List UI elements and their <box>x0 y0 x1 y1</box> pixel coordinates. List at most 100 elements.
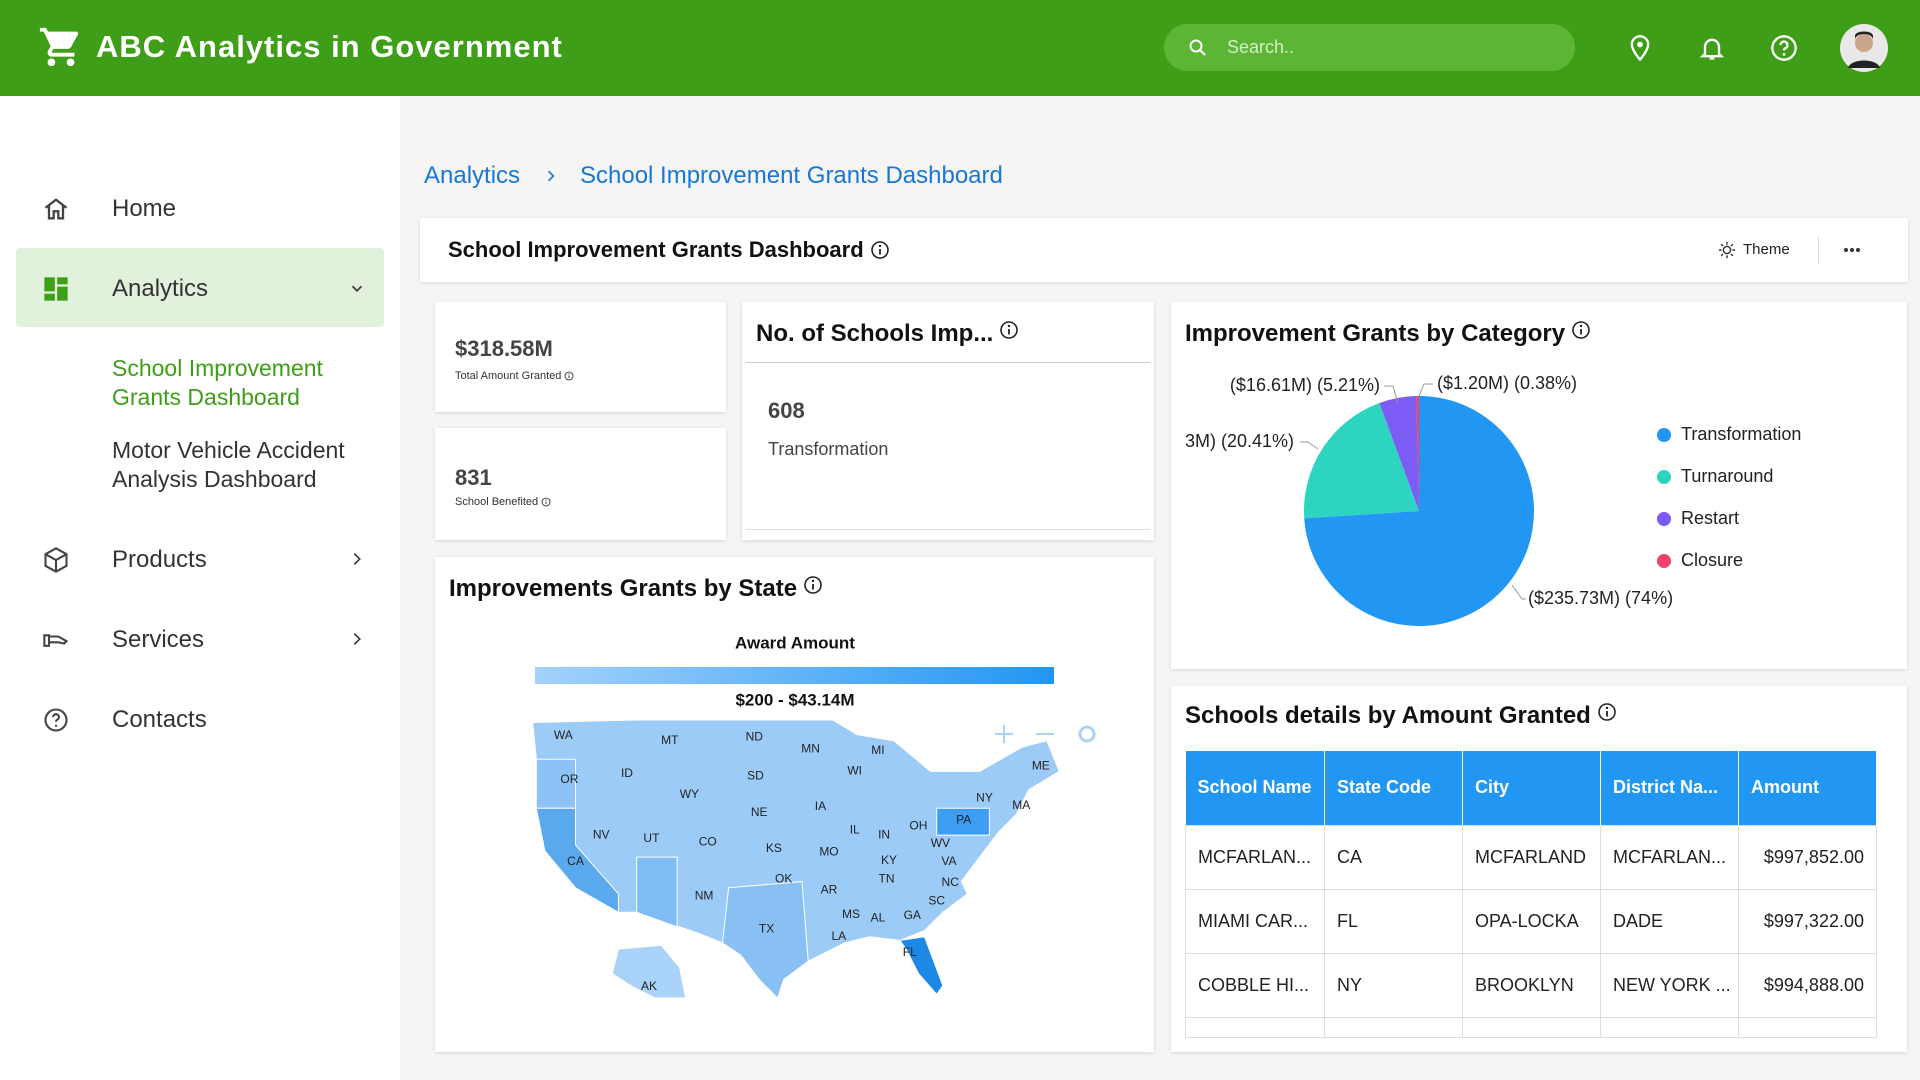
column-header: Amount <box>1738 751 1877 825</box>
state-label: PA <box>956 813 971 827</box>
state-label: WI <box>847 764 862 778</box>
data-label: 3M) (20.41%) <box>1185 431 1294 451</box>
home-icon <box>44 198 68 220</box>
state-label: TN <box>879 871 895 885</box>
state-shape <box>936 807 990 836</box>
avatar[interactable] <box>1840 24 1888 72</box>
column-header: City <box>1462 751 1601 825</box>
legend-marker <box>1657 512 1671 526</box>
nav-sub-item[interactable]: School Improvement Grants Dashboard <box>112 355 323 410</box>
dashboard-title-row: School Improvement Grants Dashboard <box>448 237 890 263</box>
leader-line <box>1511 584 1526 600</box>
range-label: $200 - $43.14M <box>735 690 854 709</box>
kpi-label: Total Amount Granted <box>455 370 562 382</box>
state-label: AK <box>641 979 657 993</box>
table-cell: MCFARLAND <box>1462 824 1601 890</box>
nav-item[interactable]: Home <box>112 195 177 222</box>
color-scale <box>535 667 1054 684</box>
state-label: MA <box>1012 798 1030 812</box>
state-label: MN <box>801 742 820 756</box>
state-label: KS <box>766 841 782 855</box>
state-label: NV <box>593 827 610 841</box>
data-label: ($16.61M) (5.21%) <box>1230 375 1380 395</box>
card-title: Improvements Grants by State <box>449 575 798 602</box>
theme-button[interactable]: Theme <box>1743 241 1790 258</box>
legend-marker <box>1657 554 1671 568</box>
state-label: FL <box>903 945 917 959</box>
schools-card: No. of Schools Imp... 608 Transformation <box>742 302 1154 540</box>
kpi-value: $318.58M <box>455 336 553 361</box>
location-icon[interactable] <box>1626 33 1654 63</box>
cart-icon <box>39 27 79 67</box>
search-box[interactable]: Search.. <box>1164 24 1575 71</box>
legend-label: Transformation <box>1681 424 1801 444</box>
pie-slice <box>1304 403 1419 519</box>
state-label: ND <box>746 729 764 743</box>
leader-line <box>1384 385 1399 405</box>
state-label: AL <box>871 911 886 925</box>
card-title-row: No. of Schools Imp... <box>756 320 1019 348</box>
card-title-row: Improvements Grants by State <box>449 575 823 603</box>
card-title: Schools details by Amount Granted <box>1185 702 1591 729</box>
breadcrumb-link[interactable]: Analytics <box>424 162 521 189</box>
state-label: ME <box>1032 759 1050 773</box>
table-cell <box>1738 1016 1877 1038</box>
pie-slice <box>1416 396 1419 511</box>
table-row: MCFARLAN... CA MCFARLAND MCFARLAN... $997,85… <box>1185 824 1877 890</box>
nav-item[interactable]: Analytics <box>112 275 209 302</box>
analytics-icon <box>44 277 68 301</box>
state-label: OR <box>560 772 578 786</box>
leader-line <box>1418 383 1433 397</box>
state-label: SD <box>747 769 764 783</box>
alaska <box>611 944 687 999</box>
state-label: WV <box>931 836 950 850</box>
contacts-icon <box>44 708 68 732</box>
divider <box>746 362 1150 363</box>
state-label: WY <box>680 787 699 801</box>
dashboard-title: School Improvement Grants Dashboard <box>448 237 864 262</box>
nav-item[interactable]: Contacts <box>112 706 207 733</box>
legend-title: Award Amount <box>735 633 855 652</box>
nav-sub-item[interactable]: Motor Vehicle Accident Analysis Dashboar… <box>112 437 345 492</box>
table-cell: MCFARLAN... <box>1185 824 1325 890</box>
nav-item[interactable]: Services <box>112 626 205 653</box>
card-title: Improvement Grants by Category <box>1185 320 1566 347</box>
divider <box>1818 236 1819 264</box>
nav-item[interactable]: Products <box>112 546 207 573</box>
bell-icon[interactable] <box>1698 34 1726 62</box>
kpi-label-row: School Benefited <box>455 496 551 508</box>
state-label: KY <box>881 853 897 867</box>
more-menu[interactable] <box>1842 246 1862 254</box>
state-label: MI <box>871 743 884 757</box>
column-header: School Name <box>1185 751 1325 825</box>
legend-label: Closure <box>1681 550 1743 570</box>
kpi-label-row: Total Amount Granted <box>455 370 574 382</box>
header-row: School Name State Code City District Na... A… <box>1185 751 1877 825</box>
card-title: No. of Schools Imp... <box>756 320 994 347</box>
state-label: TX <box>759 922 774 936</box>
state-label: MT <box>661 733 679 747</box>
reset-control <box>1078 725 1096 743</box>
help-icon[interactable] <box>1770 34 1798 62</box>
top-bar: ABC Analytics in Government Search.. <box>0 0 1920 96</box>
legend-marker <box>1657 470 1671 484</box>
state-shape <box>636 856 678 928</box>
state-shape <box>899 936 944 996</box>
table-card: Schools details by Amount Granted School… <box>1171 686 1907 1052</box>
table-row: COBBLE HI... NY BROOKLYN NEW YORK ... $994,8… <box>1185 952 1877 1018</box>
column-header: District Na... <box>1600 751 1739 825</box>
table-cell: OPA-LOCKA <box>1462 888 1601 954</box>
table-row <box>1185 1016 1877 1038</box>
state-label: ID <box>621 766 633 780</box>
state-label: OK <box>775 871 792 885</box>
search-icon <box>1189 39 1206 56</box>
state-label: SC <box>928 893 945 907</box>
table-cell: MCFARLAN... <box>1600 824 1739 890</box>
products-icon <box>44 547 68 573</box>
table-cell: $997,852.00 <box>1738 824 1877 890</box>
card-title-row: Schools details by Amount Granted <box>1185 702 1617 730</box>
breadcrumb-current: School Improvement Grants Dashboard <box>580 162 1003 189</box>
state-label: NM <box>695 889 714 903</box>
